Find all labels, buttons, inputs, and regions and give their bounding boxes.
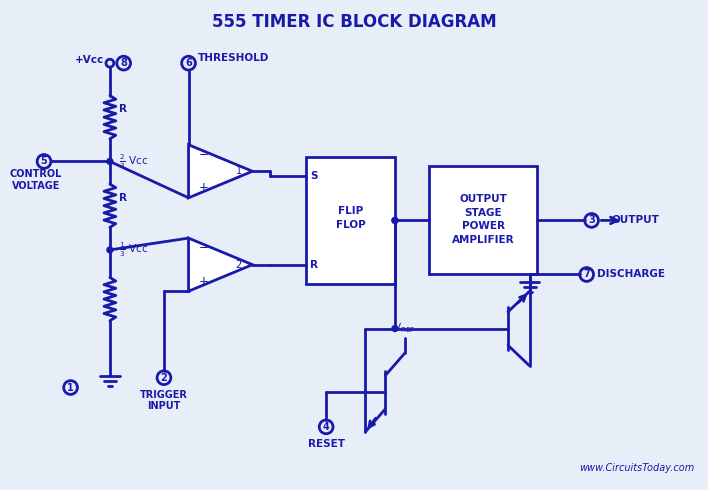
Text: −: − <box>198 242 208 254</box>
Text: $\frac{2}{3}$ Vcc: $\frac{2}{3}$ Vcc <box>119 152 148 171</box>
Polygon shape <box>188 238 253 291</box>
Circle shape <box>107 247 113 253</box>
Text: OUTPUT: OUTPUT <box>612 216 660 225</box>
Text: R: R <box>119 193 127 203</box>
Circle shape <box>392 218 398 223</box>
Text: V$_{\rm REF}$: V$_{\rm REF}$ <box>394 321 416 336</box>
Polygon shape <box>188 145 253 198</box>
Text: OUTPUT: OUTPUT <box>459 194 508 204</box>
Text: 8: 8 <box>120 58 127 68</box>
Text: R: R <box>119 104 127 114</box>
Circle shape <box>392 326 398 332</box>
Text: THRESHOLD: THRESHOLD <box>198 53 270 63</box>
Text: www.CircuitsToday.com: www.CircuitsToday.com <box>580 463 695 473</box>
Text: STAGE: STAGE <box>464 208 502 218</box>
Text: $\frac{1}{3}$ Vcc: $\frac{1}{3}$ Vcc <box>119 241 148 259</box>
Text: 3: 3 <box>588 216 595 225</box>
Circle shape <box>107 158 113 164</box>
Text: R: R <box>310 260 319 270</box>
Text: 2: 2 <box>161 373 167 383</box>
Text: −: − <box>198 148 208 161</box>
Text: POWER: POWER <box>462 221 505 231</box>
Text: +: + <box>198 181 208 195</box>
Text: FLIP: FLIP <box>338 206 363 216</box>
Text: S: S <box>310 171 318 181</box>
Text: AMPLIFIER: AMPLIFIER <box>452 235 515 245</box>
Text: 555 TIMER IC BLOCK DIAGRAM: 555 TIMER IC BLOCK DIAGRAM <box>212 13 497 31</box>
Text: 6: 6 <box>185 58 192 68</box>
Text: FLOP: FLOP <box>336 220 365 230</box>
Text: DISCHARGE: DISCHARGE <box>597 270 665 279</box>
Text: 5: 5 <box>40 156 47 167</box>
Bar <box>429 167 537 274</box>
Text: TRIGGER
INPUT: TRIGGER INPUT <box>140 390 188 411</box>
Circle shape <box>392 218 398 223</box>
Text: RESET: RESET <box>308 439 345 449</box>
Bar <box>307 156 395 284</box>
Text: +: + <box>198 275 208 288</box>
Text: 4: 4 <box>323 422 329 432</box>
Text: 7: 7 <box>583 270 590 279</box>
Text: CONTROL
VOLTAGE: CONTROL VOLTAGE <box>10 170 62 191</box>
Text: +Vcc: +Vcc <box>75 55 104 65</box>
Text: 1: 1 <box>67 383 74 392</box>
Text: 1: 1 <box>236 166 241 176</box>
Text: 2: 2 <box>236 260 242 270</box>
